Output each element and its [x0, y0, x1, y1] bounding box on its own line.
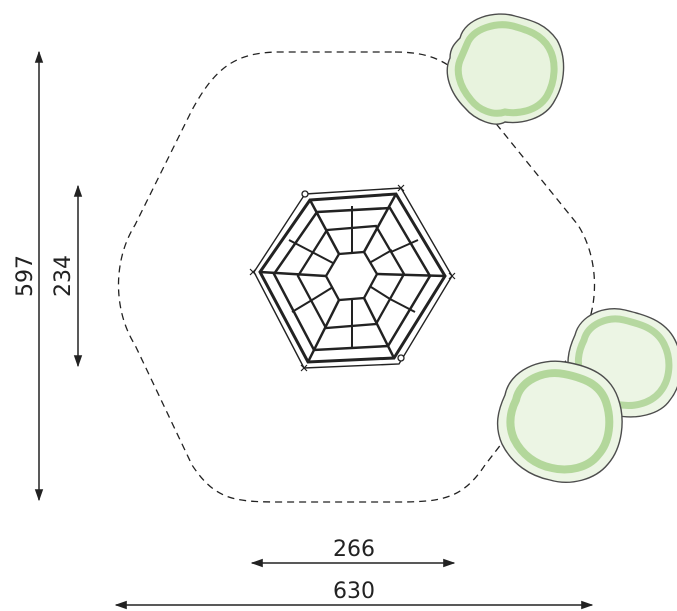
- equipment-width-label: 266: [333, 537, 375, 562]
- safety-zone-outline: [117, 51, 596, 503]
- overall-height-label: 597: [13, 255, 38, 297]
- overall-width-label: 630: [333, 579, 375, 604]
- tree-top-right: [446, 13, 565, 125]
- tree-bottom-right-front: [496, 360, 623, 483]
- equipment-height-label: 234: [51, 255, 76, 297]
- hexagon-structure: [249, 184, 456, 372]
